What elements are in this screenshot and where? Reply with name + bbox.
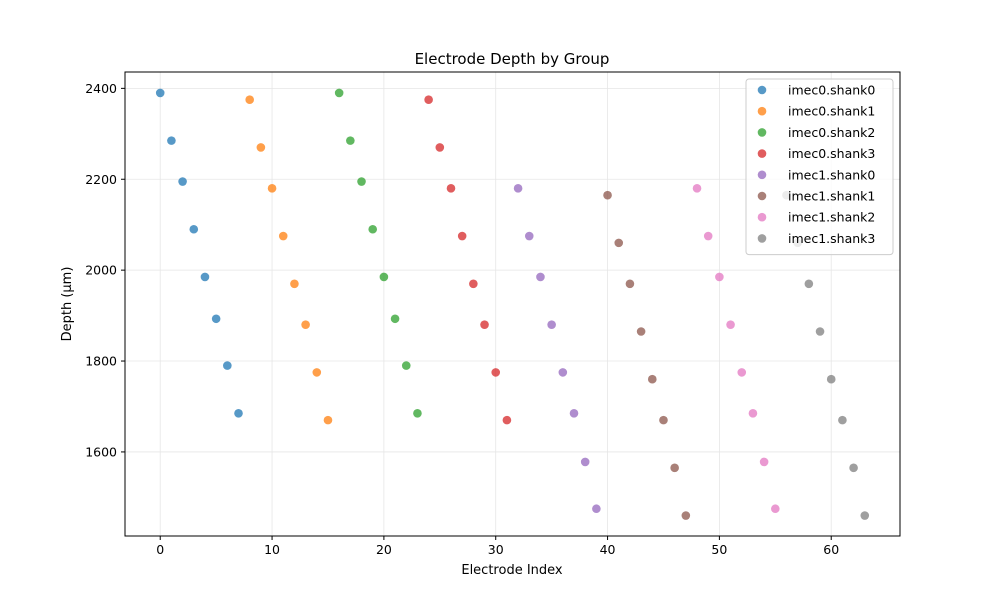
data-point-imec1-shank2 — [715, 272, 724, 282]
y-axis-label: Depth (µm) — [60, 267, 75, 342]
data-point-imec0-shank2 — [346, 136, 355, 145]
plot-frame — [124, 71, 901, 537]
data-point-imec1-shank2 — [771, 504, 780, 514]
data-point-imec0-shank1 — [278, 231, 288, 241]
legend-marker — [757, 128, 767, 137]
data-point-imec0-shank3 — [424, 95, 433, 105]
data-point-imec0-shank1 — [290, 279, 299, 289]
legend-marker — [757, 234, 767, 243]
legend-marker — [757, 85, 767, 95]
legend: imec0.shank0 imec0.shank1 imec0.shank2 imec… — [745, 78, 894, 256]
y-tick-label: 2200 — [85, 172, 117, 187]
data-point-imec0-shank0 — [200, 272, 210, 282]
x-tick-label: 40 — [600, 542, 616, 557]
x-tick-label: 60 — [823, 542, 839, 557]
legend-label: imec0.shank2 — [788, 125, 875, 140]
data-point-imec1-shank3 — [826, 374, 836, 384]
data-point-imec1-shank2 — [726, 320, 735, 329]
legend-label: imec0.shank0 — [788, 83, 875, 98]
x-tick-label: 20 — [376, 542, 392, 557]
data-point-imec1-shank3 — [804, 279, 814, 289]
data-point-imec1-shank1 — [647, 374, 657, 384]
data-point-imec0-shank3 — [502, 415, 512, 425]
data-point-imec0-shank1 — [312, 368, 322, 377]
data-point-imec1-shank2 — [748, 408, 758, 418]
legend-marker — [757, 106, 767, 116]
data-point-imec1-shank3 — [815, 327, 825, 336]
data-point-imec0-shank2 — [413, 408, 422, 418]
data-point-imec0-shank2 — [401, 361, 411, 370]
data-point-imec0-shank0 — [155, 88, 165, 98]
data-point-imec0-shank2 — [357, 177, 366, 186]
x-axis-label: Electrode Index — [461, 563, 563, 578]
y-tick-label: 1600 — [85, 444, 117, 459]
legend-box — [745, 78, 894, 256]
data-point-imec1-shank0 — [569, 408, 579, 418]
y-tick-label: 2000 — [85, 263, 117, 278]
legend-label: imec1.shank3 — [788, 231, 875, 246]
legend-label: imec0.shank3 — [788, 146, 875, 161]
data-point-imec0-shank3 — [480, 320, 489, 329]
data-point-imec1-shank2 — [759, 457, 769, 467]
data-point-imec1-shank1 — [614, 238, 624, 248]
data-point-imec0-shank3 — [435, 143, 445, 152]
y-tick-label: 2400 — [85, 81, 117, 96]
data-point-imec1-shank0 — [547, 320, 556, 329]
data-point-imec1-shank0 — [592, 504, 601, 514]
data-point-imec1-shank1 — [670, 463, 679, 473]
legend-label: imec1.shank0 — [788, 167, 875, 182]
data-point-imec0-shank3 — [446, 184, 456, 193]
legend-label: imec0.shank1 — [788, 104, 875, 119]
data-point-imec1-shank0 — [513, 184, 523, 193]
data-point-imec0-shank0 — [211, 314, 221, 324]
legend-marker — [757, 149, 767, 158]
data-point-imec1-shank2 — [703, 231, 713, 241]
data-point-imec0-shank1 — [267, 184, 277, 193]
data-point-imec0-shank2 — [390, 314, 400, 324]
data-point-imec0-shank0 — [167, 136, 176, 145]
data-point-imec0-shank1 — [256, 143, 266, 152]
data-point-imec1-shank3 — [838, 415, 847, 425]
data-point-imec1-shank1 — [681, 511, 691, 520]
data-point-imec0-shank1 — [301, 320, 310, 329]
data-point-imec0-shank0 — [178, 177, 187, 186]
data-point-imec0-shank0 — [189, 224, 199, 234]
data-point-imec0-shank1 — [323, 415, 333, 425]
y-tick-label: 1800 — [85, 354, 117, 369]
data-point-imec1-shank0 — [558, 368, 568, 377]
data-point-imec0-shank0 — [223, 361, 232, 370]
data-point-imec1-shank0 — [536, 272, 545, 282]
data-point-imec1-shank2 — [692, 184, 702, 193]
data-point-imec1-shank3 — [849, 463, 858, 473]
data-point-imec0-shank3 — [469, 279, 478, 289]
data-point-imec1-shank1 — [636, 327, 646, 336]
data-point-imec0-shank0 — [234, 408, 243, 418]
data-points — [155, 88, 870, 520]
x-tick-label: 50 — [711, 542, 727, 557]
axis-ticks: 0 10 20 30 40 50 60 1600 1800 2000 2200 2400 — [85, 81, 839, 557]
chart-title: Electrode Depth by Group — [415, 50, 610, 68]
legend-label: imec1.shank1 — [788, 189, 875, 204]
data-point-imec0-shank2 — [334, 88, 344, 98]
x-tick-label: 0 — [156, 542, 164, 557]
legend-marker — [757, 170, 767, 180]
data-point-imec0-shank2 — [368, 224, 378, 234]
data-point-imec0-shank1 — [245, 95, 254, 105]
x-tick-label: 10 — [264, 542, 280, 557]
legend-label: imec1.shank2 — [788, 210, 875, 225]
legend-marker — [757, 212, 767, 222]
data-point-imec1-shank1 — [659, 415, 668, 425]
data-point-imec1-shank0 — [580, 457, 590, 467]
data-point-imec0-shank3 — [491, 368, 501, 377]
data-point-imec1-shank3 — [860, 511, 870, 520]
data-point-imec1-shank1 — [625, 279, 635, 289]
data-point-imec1-shank1 — [603, 190, 612, 200]
data-point-imec0-shank3 — [457, 231, 467, 241]
data-point-imec1-shank2 — [737, 368, 747, 377]
legend-marker — [757, 191, 767, 201]
data-point-imec0-shank2 — [379, 272, 389, 282]
x-tick-label: 30 — [488, 542, 504, 557]
data-point-imec1-shank0 — [524, 231, 534, 241]
